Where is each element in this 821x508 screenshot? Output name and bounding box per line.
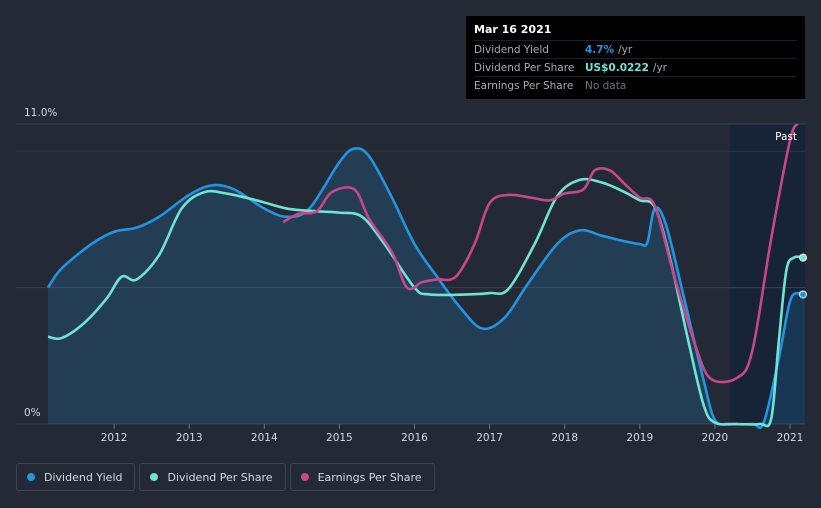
x-tick-label: 2015 [326,432,353,444]
dividend-yield-area [48,148,805,428]
legend-dot-icon [27,473,35,481]
x-tick-label: 2019 [626,432,653,444]
fill-layer [48,148,805,428]
y-axis-bottom-label: 0% [24,407,41,419]
legend-label: Dividend Per Share [167,470,273,484]
x-axis-ticks: 2012 2013 2014 2015 2016 2017 2018 2019 2020 2021 [101,424,804,444]
tooltip-value: US$0.0222 [585,61,649,74]
x-tick-label: 2016 [401,432,428,444]
marker-layer [799,253,807,299]
x-tick-label: 2012 [101,432,128,444]
grid-layer [16,123,805,425]
legend-item-dividend-per-share[interactable]: Dividend Per Share [139,463,286,491]
tooltip-label: Earnings Per Share [474,79,574,92]
legend-item-dividend-yield[interactable]: Dividend Yield [16,463,136,491]
legend-item-earnings-per-share[interactable]: Earnings Per Share [289,463,435,491]
tooltip-date: Mar 16 2021 [474,23,552,36]
legend-dot-icon [150,473,159,481]
x-tick-label: 2021 [777,432,804,444]
tooltip-unit: /yr [618,43,633,56]
tooltip-row-dividend-per-share: Dividend Per Share US$0.0222 /yr [474,58,797,76]
dividend-per-share-line [47,177,806,428]
earnings-per-share-line [282,123,799,384]
dividend-per-share-end-marker [799,253,807,262]
legend: Dividend Yield Dividend Per Share Earnin… [16,463,435,491]
legend-dot-icon [300,473,309,481]
tooltip: Mar 16 2021 Dividend Yield 4.7% /yr Divi… [466,16,805,99]
legend-label: Earnings Per Share [317,470,422,484]
x-tick-label: 2020 [702,432,729,444]
tooltip-row-earnings-per-share: Earnings Per Share No data [474,76,797,94]
tooltip-label: Dividend Per Share [474,61,575,74]
x-tick-label: 2018 [551,432,578,444]
tooltip-unit: /yr [652,61,667,74]
legend-label: Dividend Yield [44,470,123,484]
x-tick-label: 2017 [476,432,503,444]
tooltip-value: No data [585,79,627,92]
tooltip-label: Dividend Yield [474,43,549,56]
dividend-yield-end-marker [799,290,807,299]
x-tick-label: 2014 [251,432,278,444]
tooltip-value: 4.7% [585,43,615,56]
y-axis-top-label: 11.0% [24,107,57,119]
line-layer [46,123,806,430]
past-label: Past [775,131,797,143]
tooltip-row-dividend-yield: Dividend Yield 4.7% /yr [474,40,797,58]
x-tick-label: 2013 [176,432,203,444]
